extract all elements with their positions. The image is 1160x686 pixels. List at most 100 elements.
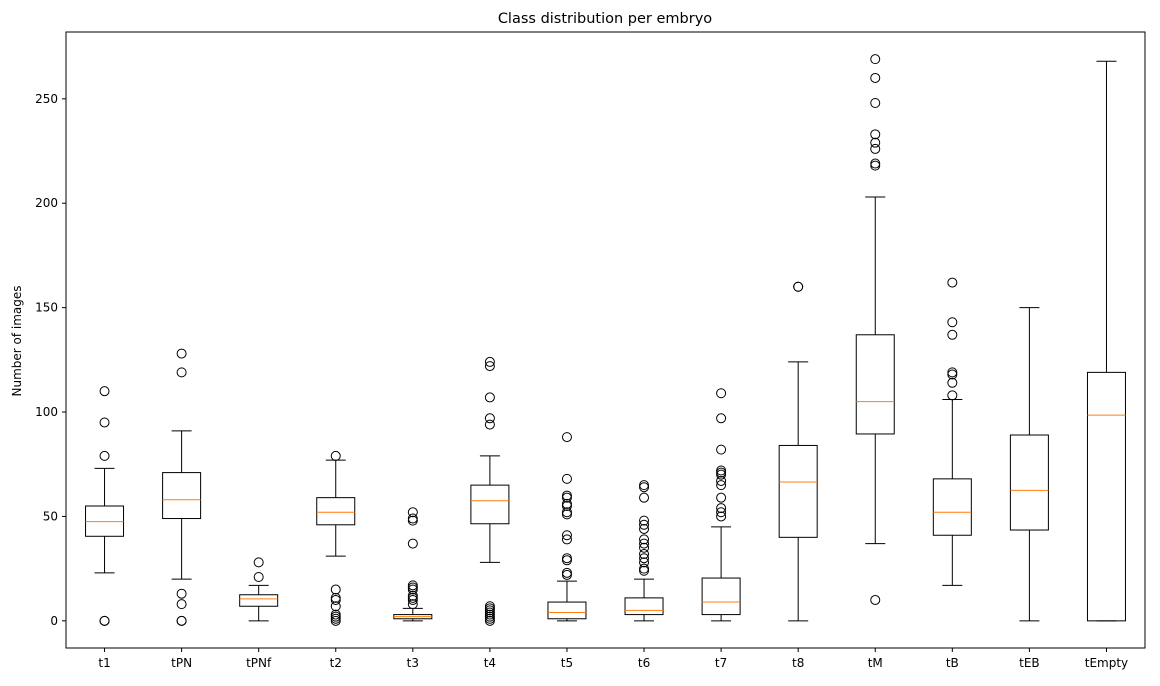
x-tick-label: tB bbox=[946, 656, 959, 670]
box-flier bbox=[561, 432, 572, 443]
box-iqr bbox=[239, 594, 279, 607]
box-flier bbox=[639, 565, 650, 576]
y-tick-label: 0 bbox=[50, 614, 58, 628]
x-tick-label: tM bbox=[868, 656, 883, 670]
box-flier bbox=[407, 507, 418, 518]
box-flier bbox=[484, 419, 495, 430]
x-tick-label: t3 bbox=[407, 656, 419, 670]
box-flier bbox=[639, 515, 650, 526]
box-flier bbox=[561, 509, 572, 520]
box-flier bbox=[561, 530, 572, 541]
box-iqr bbox=[85, 505, 125, 537]
box-flier bbox=[407, 515, 418, 526]
box-flier bbox=[716, 413, 727, 424]
box-flier bbox=[870, 143, 881, 154]
y-axis-label: Number of images bbox=[10, 285, 24, 396]
box-flier bbox=[870, 54, 881, 65]
x-tick-label: t2 bbox=[330, 656, 342, 670]
box-iqr bbox=[547, 601, 587, 620]
box-flier bbox=[484, 413, 495, 424]
box-iqr bbox=[855, 334, 895, 435]
x-tick-label: t7 bbox=[715, 656, 727, 670]
box-flier bbox=[561, 492, 572, 503]
box-flier bbox=[484, 356, 495, 367]
box-flier bbox=[407, 594, 418, 605]
box-flier bbox=[870, 137, 881, 148]
y-tick-label: 200 bbox=[35, 196, 58, 210]
box-flier bbox=[330, 584, 341, 595]
box-flier bbox=[716, 511, 727, 522]
box-flier bbox=[947, 390, 958, 401]
box-flier bbox=[716, 444, 727, 455]
box-flier bbox=[639, 549, 650, 560]
y-tick-label: 150 bbox=[35, 301, 58, 315]
box-flier bbox=[484, 615, 495, 626]
box-iqr bbox=[1009, 434, 1049, 531]
box-flier bbox=[99, 417, 110, 428]
box-flier bbox=[176, 599, 187, 610]
box-flier bbox=[253, 572, 264, 583]
box-flier bbox=[639, 534, 650, 545]
box-iqr bbox=[932, 478, 972, 536]
box-flier bbox=[99, 386, 110, 397]
box-flier bbox=[561, 555, 572, 566]
box-flier bbox=[639, 542, 650, 553]
box-flier bbox=[176, 588, 187, 599]
x-tick-label: t4 bbox=[484, 656, 496, 670]
box-flier bbox=[639, 538, 650, 549]
box-flier bbox=[407, 584, 418, 595]
box-flier bbox=[176, 615, 187, 626]
box-iqr bbox=[624, 597, 664, 616]
box-flier bbox=[484, 392, 495, 403]
x-tick-label: t8 bbox=[792, 656, 804, 670]
box-flier bbox=[330, 450, 341, 461]
box-flier bbox=[870, 72, 881, 83]
box-flier bbox=[870, 129, 881, 140]
box-flier bbox=[484, 361, 495, 372]
x-tick-label: tEmpty bbox=[1085, 656, 1128, 670]
axes-frame bbox=[65, 31, 1146, 649]
box-flier bbox=[793, 281, 804, 292]
box-flier bbox=[716, 388, 727, 399]
box-iqr bbox=[701, 577, 741, 616]
box-flier bbox=[947, 277, 958, 288]
x-tick-label: tPNf bbox=[246, 656, 272, 670]
box-flier bbox=[407, 538, 418, 549]
box-flier bbox=[330, 615, 341, 626]
box-iqr bbox=[470, 484, 510, 525]
box-flier bbox=[176, 348, 187, 359]
box-flier bbox=[870, 97, 881, 108]
box-flier bbox=[176, 367, 187, 378]
box-flier bbox=[947, 317, 958, 328]
box-flier bbox=[716, 469, 727, 480]
box-flier bbox=[639, 482, 650, 493]
box-flier bbox=[947, 377, 958, 388]
x-tick-label: tPN bbox=[171, 656, 192, 670]
x-tick-label: t6 bbox=[638, 656, 650, 670]
box-flier bbox=[716, 492, 727, 503]
y-tick-label: 100 bbox=[35, 405, 58, 419]
y-tick-label: 50 bbox=[43, 509, 58, 523]
box-flier bbox=[561, 501, 572, 512]
box-flier bbox=[639, 492, 650, 503]
box-iqr bbox=[778, 444, 818, 538]
box-flier bbox=[99, 615, 110, 626]
box-flier bbox=[561, 569, 572, 580]
x-tick-label: t5 bbox=[561, 656, 573, 670]
chart-title: Class distribution per embryo bbox=[498, 11, 712, 27]
plot-area: 0 50 100 150 200 250 t1 tPN tPNf t2 t3 t4 t5 t6 t7 t8 tM… bbox=[35, 54, 1128, 670]
box-iqr bbox=[1086, 371, 1126, 622]
box-flier bbox=[716, 507, 727, 518]
box-flier bbox=[639, 557, 650, 568]
box-flier bbox=[947, 329, 958, 340]
box-flier bbox=[870, 160, 881, 171]
box-flier bbox=[561, 473, 572, 484]
box-flier bbox=[639, 519, 650, 530]
x-tick-label: tEB bbox=[1019, 656, 1040, 670]
x-tick-label: t1 bbox=[98, 656, 110, 670]
box-flier bbox=[253, 557, 264, 568]
box-flier bbox=[561, 534, 572, 545]
